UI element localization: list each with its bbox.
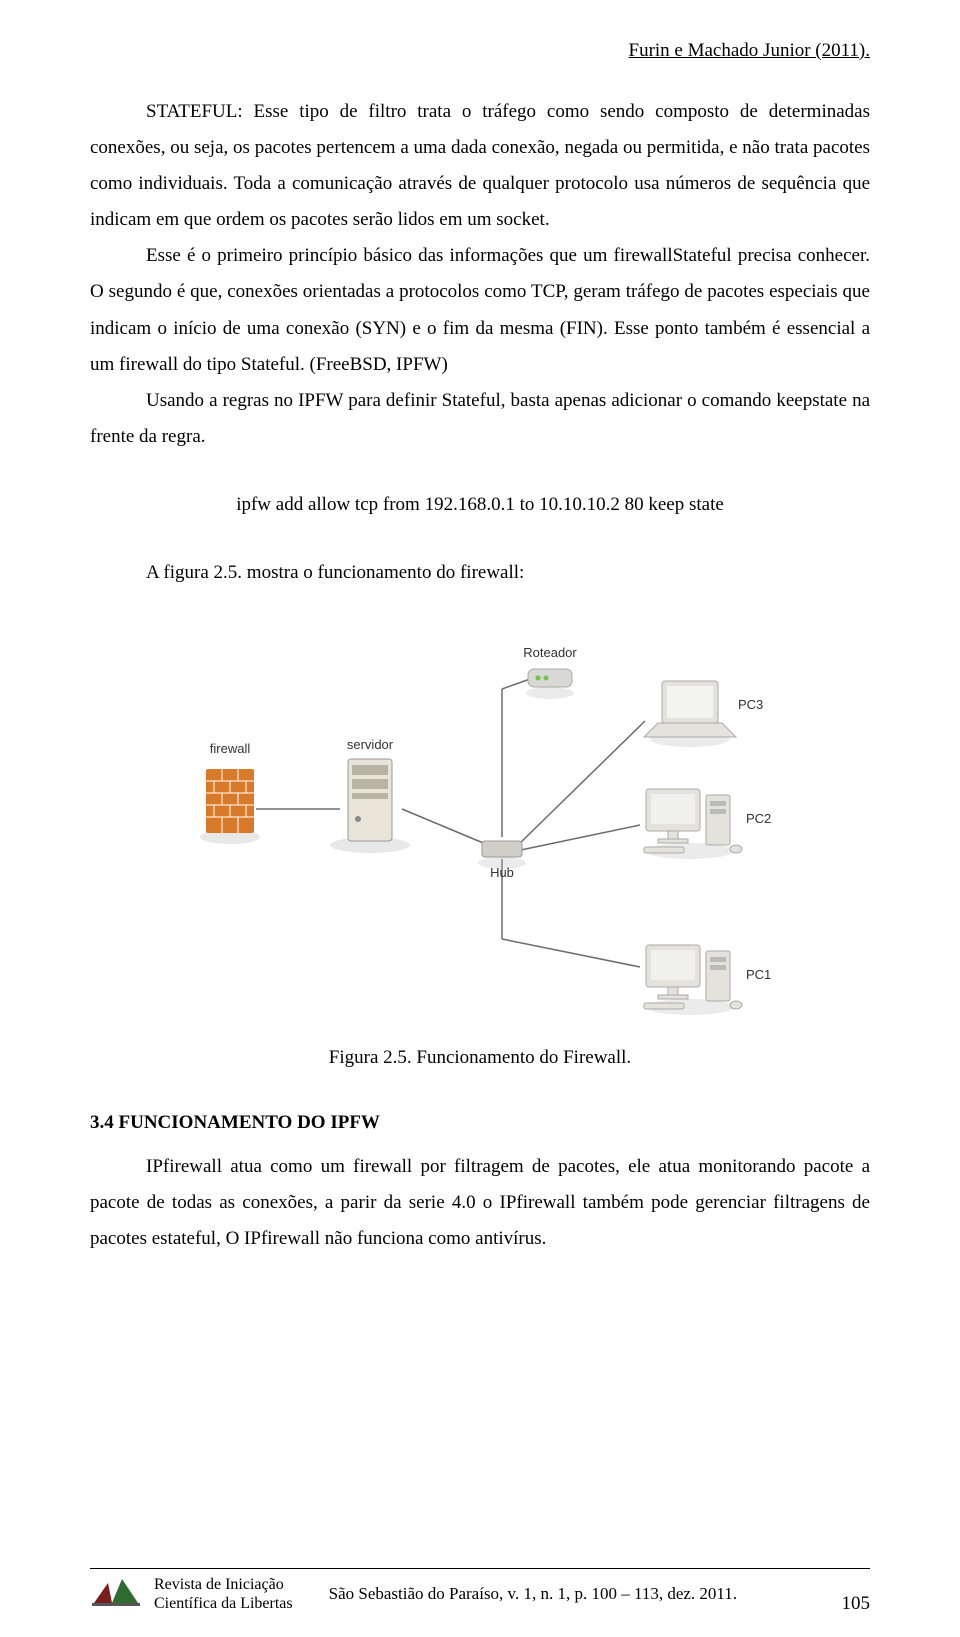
page-number: 105 — [842, 1593, 871, 1615]
svg-text:servidor: servidor — [347, 737, 394, 752]
svg-text:PC3: PC3 — [738, 697, 763, 712]
paragraph-4: IPfirewall atua como um firewall por fil… — [90, 1149, 870, 1257]
figure-caption: Figura 2.5. Funcionamento do Firewall. — [90, 1047, 870, 1069]
svg-text:PC1: PC1 — [746, 967, 771, 982]
footer-journal-line1: Revista de Iniciação — [154, 1575, 293, 1594]
footer-divider — [90, 1568, 870, 1569]
footer-logo-icon — [90, 1577, 142, 1611]
body: STATEFUL: Esse tipo de filtro trata o tr… — [90, 94, 870, 591]
command-line: ipfw add allow tcp from 192.168.0.1 to 1… — [90, 487, 870, 523]
footer-publication: São Sebastião do Paraíso, v. 1, n. 1, p.… — [329, 1584, 737, 1604]
paragraph-2: Esse é o primeiro princípio básico das i… — [90, 238, 870, 382]
footer-journal: Revista de Iniciação Científica da Liber… — [154, 1575, 293, 1613]
svg-text:PC2: PC2 — [746, 811, 771, 826]
paragraph-1: STATEFUL: Esse tipo de filtro trata o tr… — [90, 94, 870, 238]
figure-diagram: firewall servidor Hub Roteador — [90, 619, 870, 1029]
footer-journal-line2: Científica da Libertas — [154, 1594, 293, 1613]
section-body: 3.4 FUNCIONAMENTO DO IPFW IPfirewall atu… — [90, 1105, 870, 1257]
header-citation: Furin e Machado Junior (2011). — [90, 40, 870, 62]
svg-text:firewall: firewall — [210, 741, 251, 756]
page-footer: Revista de Iniciação Científica da Liber… — [90, 1568, 870, 1613]
section-heading: 3.4 FUNCIONAMENTO DO IPFW — [90, 1105, 870, 1141]
figure-intro: A figura 2.5. mostra o funcionamento do … — [90, 555, 870, 591]
paragraph-3: Usando a regras no IPFW para definir Sta… — [90, 383, 870, 455]
svg-text:Roteador: Roteador — [523, 645, 577, 660]
svg-text:Hub: Hub — [490, 865, 514, 880]
